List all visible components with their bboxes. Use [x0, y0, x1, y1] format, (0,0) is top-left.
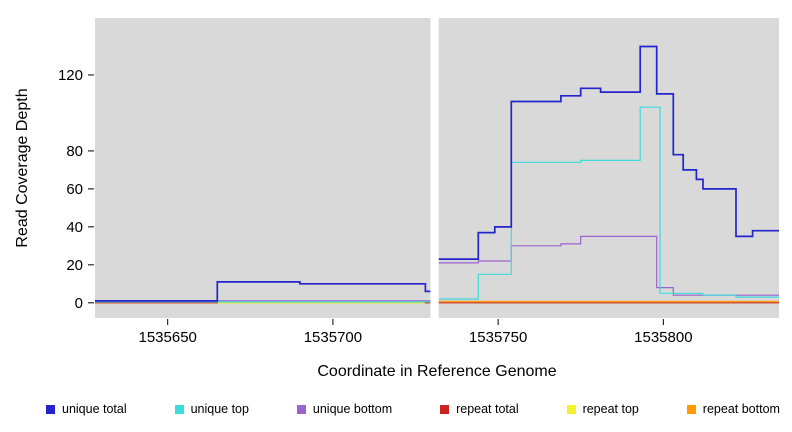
legend-swatch-repeat-top — [566, 404, 576, 414]
legend-item-repeat-top: repeat top — [566, 402, 639, 416]
legend-label-repeat-top: repeat top — [582, 402, 639, 416]
legend-label-repeat-bottom: repeat bottom — [702, 402, 780, 416]
legend-swatch-unique-total — [46, 404, 55, 414]
legend-label-unique-top: unique top — [190, 402, 249, 416]
series-unique-total — [95, 45, 779, 302]
y-tick-label: 80 — [66, 143, 83, 160]
legend-item-unique-total: unique total — [46, 402, 127, 416]
y-tick-label: 0 — [75, 295, 83, 312]
x-tick-label: 1535700 — [304, 329, 362, 346]
x-axis-title: Coordinate in Reference Genome — [317, 363, 556, 380]
x-tick-label: 1535650 — [138, 329, 196, 346]
legend-swatch-unique-top — [174, 404, 184, 414]
coverage-gap-band — [430, 17, 439, 319]
y-tick-label: 20 — [66, 257, 83, 274]
y-tick-label: 60 — [66, 181, 83, 198]
y-tick-label: 120 — [58, 67, 83, 84]
legend-label-unique-total: unique total — [62, 402, 127, 416]
x-tick-label: 1535750 — [469, 329, 527, 346]
legend-item-repeat-total: repeat total — [440, 402, 519, 416]
coverage-chart: 1535650 1535700 1535750 1535800 0 20 40 60 80 120… — [14, 17, 779, 380]
series-unique-bottom — [95, 235, 779, 302]
legend-label-unique-bottom: unique bottom — [312, 402, 393, 416]
x-tick-label: 1535800 — [634, 329, 692, 346]
y-tick-label: 40 — [66, 219, 83, 236]
legend-swatch-unique-bottom — [296, 404, 306, 414]
legend-label-repeat-total: repeat total — [456, 402, 519, 416]
legend-item-repeat-bottom: repeat bottom — [686, 402, 780, 416]
legend-swatch-repeat-bottom — [686, 404, 696, 414]
legend-item-unique-bottom: unique bottom — [296, 402, 393, 416]
legend-swatch-repeat-total — [440, 404, 450, 414]
legend-item-unique-top: unique top — [174, 402, 249, 416]
legend: unique total unique top unique bottom re… — [0, 392, 792, 432]
series-unique-top — [95, 106, 779, 303]
y-axis-title: Read Coverage Depth — [14, 88, 31, 247]
chart-layer: 1535650 1535700 1535750 1535800 0 20 40 60 80 120 — [58, 17, 779, 346]
